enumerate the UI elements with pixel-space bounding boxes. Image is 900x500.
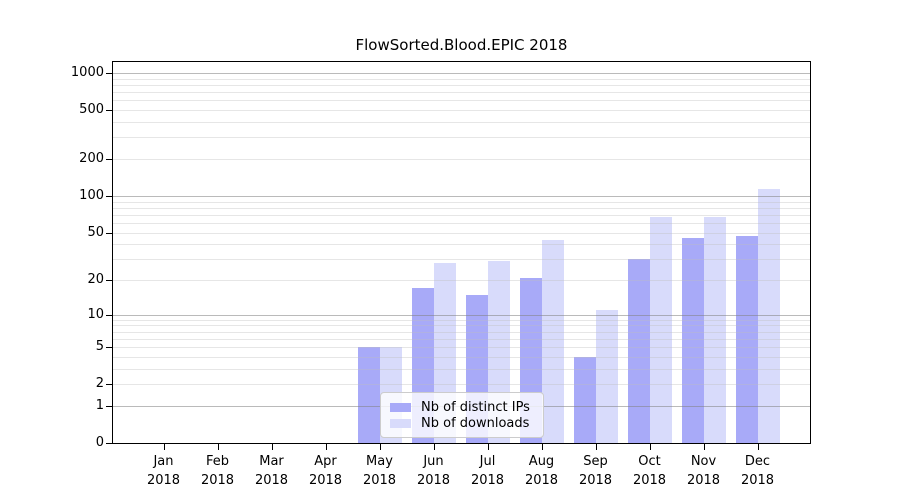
bar-dec-2018-downloads <box>757 189 780 443</box>
minor-gridline <box>113 78 810 80</box>
minor-gridline <box>113 325 810 327</box>
minor-gridline <box>113 122 810 123</box>
x-tick-mark <box>217 444 219 450</box>
minor-gridline <box>113 201 810 203</box>
y-tick-label: 1000 <box>70 65 104 80</box>
y-tick-label: 5 <box>95 339 104 355</box>
bar-dec-2018-distinct-ips <box>735 235 758 443</box>
minor-gridline <box>113 207 810 209</box>
y-tick-label: 10 <box>87 306 104 322</box>
x-tick-label: Nov 2018 <box>686 454 721 488</box>
minor-gridline <box>113 368 810 370</box>
x-tick-mark <box>541 444 543 450</box>
bar-oct-2018-distinct-ips <box>627 259 650 443</box>
bar-aug-2018-downloads <box>541 240 564 443</box>
y-tick-label: 500 <box>79 102 104 118</box>
bar-sep-2018-distinct-ips <box>573 356 596 443</box>
x-tick-label: Feb 2018 <box>200 454 235 488</box>
x-tick-mark <box>163 444 165 450</box>
y-tick-mark <box>106 405 113 407</box>
minor-gridline <box>113 159 810 160</box>
y-tick-mark <box>106 73 113 74</box>
bar-sep-2018-downloads <box>595 309 618 443</box>
bars-layer <box>113 62 810 443</box>
x-tick-label: Mar 2018 <box>254 454 289 488</box>
plot-area: Nb of distinct IPs Nb of downloads <box>112 61 811 444</box>
minor-gridline <box>113 85 810 86</box>
legend: Nb of distinct IPs Nb of downloads <box>380 392 544 438</box>
minor-gridline <box>113 338 810 340</box>
x-tick-label: Oct 2018 <box>632 454 667 488</box>
y-tick-mark <box>106 384 113 386</box>
x-tick-mark <box>703 444 705 450</box>
minor-gridline <box>113 232 810 234</box>
y-tick-mark <box>106 443 113 444</box>
x-tick-mark <box>325 444 327 450</box>
x-tick-mark <box>649 444 651 450</box>
minor-gridline <box>113 137 810 139</box>
x-tick-label: Dec 2018 <box>740 454 775 488</box>
y-tick-mark <box>106 159 113 160</box>
x-tick-label: Sep 2018 <box>578 454 613 488</box>
y-tick-mark <box>106 347 113 349</box>
bar-nov-2018-downloads <box>703 217 726 443</box>
minor-gridline <box>113 222 810 224</box>
y-tick-label: 20 <box>87 272 104 287</box>
y-tick-mark <box>106 280 113 281</box>
bar-oct-2018-downloads <box>649 217 672 443</box>
minor-gridline <box>113 100 810 102</box>
legend-label: Nb of distinct IPs <box>421 399 530 415</box>
y-tick-mark <box>106 110 113 112</box>
y-tick-label: 100 <box>79 187 104 203</box>
x-tick-label: Apr 2018 <box>308 454 343 488</box>
minor-gridline <box>113 259 810 261</box>
legend-item: Nb of distinct IPs <box>390 399 534 415</box>
x-tick-label: Jun 2018 <box>416 454 451 488</box>
x-tick-label: Aug 2018 <box>524 454 559 488</box>
minor-gridline <box>113 280 810 281</box>
grid-layer <box>113 62 810 443</box>
minor-gridline <box>113 92 810 94</box>
y-tick-mark <box>106 195 113 197</box>
minor-gridline <box>113 319 810 321</box>
y-tick-label: 200 <box>79 151 104 166</box>
major-gridline <box>113 73 810 74</box>
y-tick-label: 2 <box>95 376 104 392</box>
x-tick-mark <box>595 444 597 450</box>
major-gridline <box>113 195 810 197</box>
chart-title: FlowSorted.Blood.EPIC 2018 <box>355 36 568 54</box>
legend-swatch-icon <box>390 402 411 412</box>
x-tick-label: Jan 2018 <box>146 454 181 488</box>
x-tick-label: Jul 2018 <box>470 454 505 488</box>
minor-gridline <box>113 214 810 216</box>
minor-gridline <box>113 356 810 358</box>
x-tick-mark <box>487 444 489 450</box>
minor-gridline <box>113 110 810 112</box>
minor-gridline <box>113 331 810 333</box>
x-tick-mark <box>757 444 759 450</box>
y-tick-mark <box>106 232 113 234</box>
minor-gridline <box>113 347 810 349</box>
y-tick-label: 0 <box>95 435 104 450</box>
x-tick-mark <box>379 444 381 450</box>
y-tick-mark <box>106 314 113 316</box>
minor-gridline <box>113 384 810 386</box>
x-tick-mark <box>433 444 435 450</box>
major-gridline <box>113 314 810 316</box>
minor-gridline <box>113 244 810 246</box>
legend-label: Nb of downloads <box>421 415 530 431</box>
y-tick-label: 1 <box>95 397 104 413</box>
bar-nov-2018-distinct-ips <box>681 238 704 443</box>
legend-item: Nb of downloads <box>390 415 534 431</box>
y-tick-label: 50 <box>87 224 104 240</box>
x-tick-label: May 2018 <box>362 454 397 488</box>
x-tick-mark <box>271 444 273 450</box>
legend-swatch-icon <box>390 418 411 428</box>
bar-may-2018-distinct-ips <box>357 347 380 443</box>
